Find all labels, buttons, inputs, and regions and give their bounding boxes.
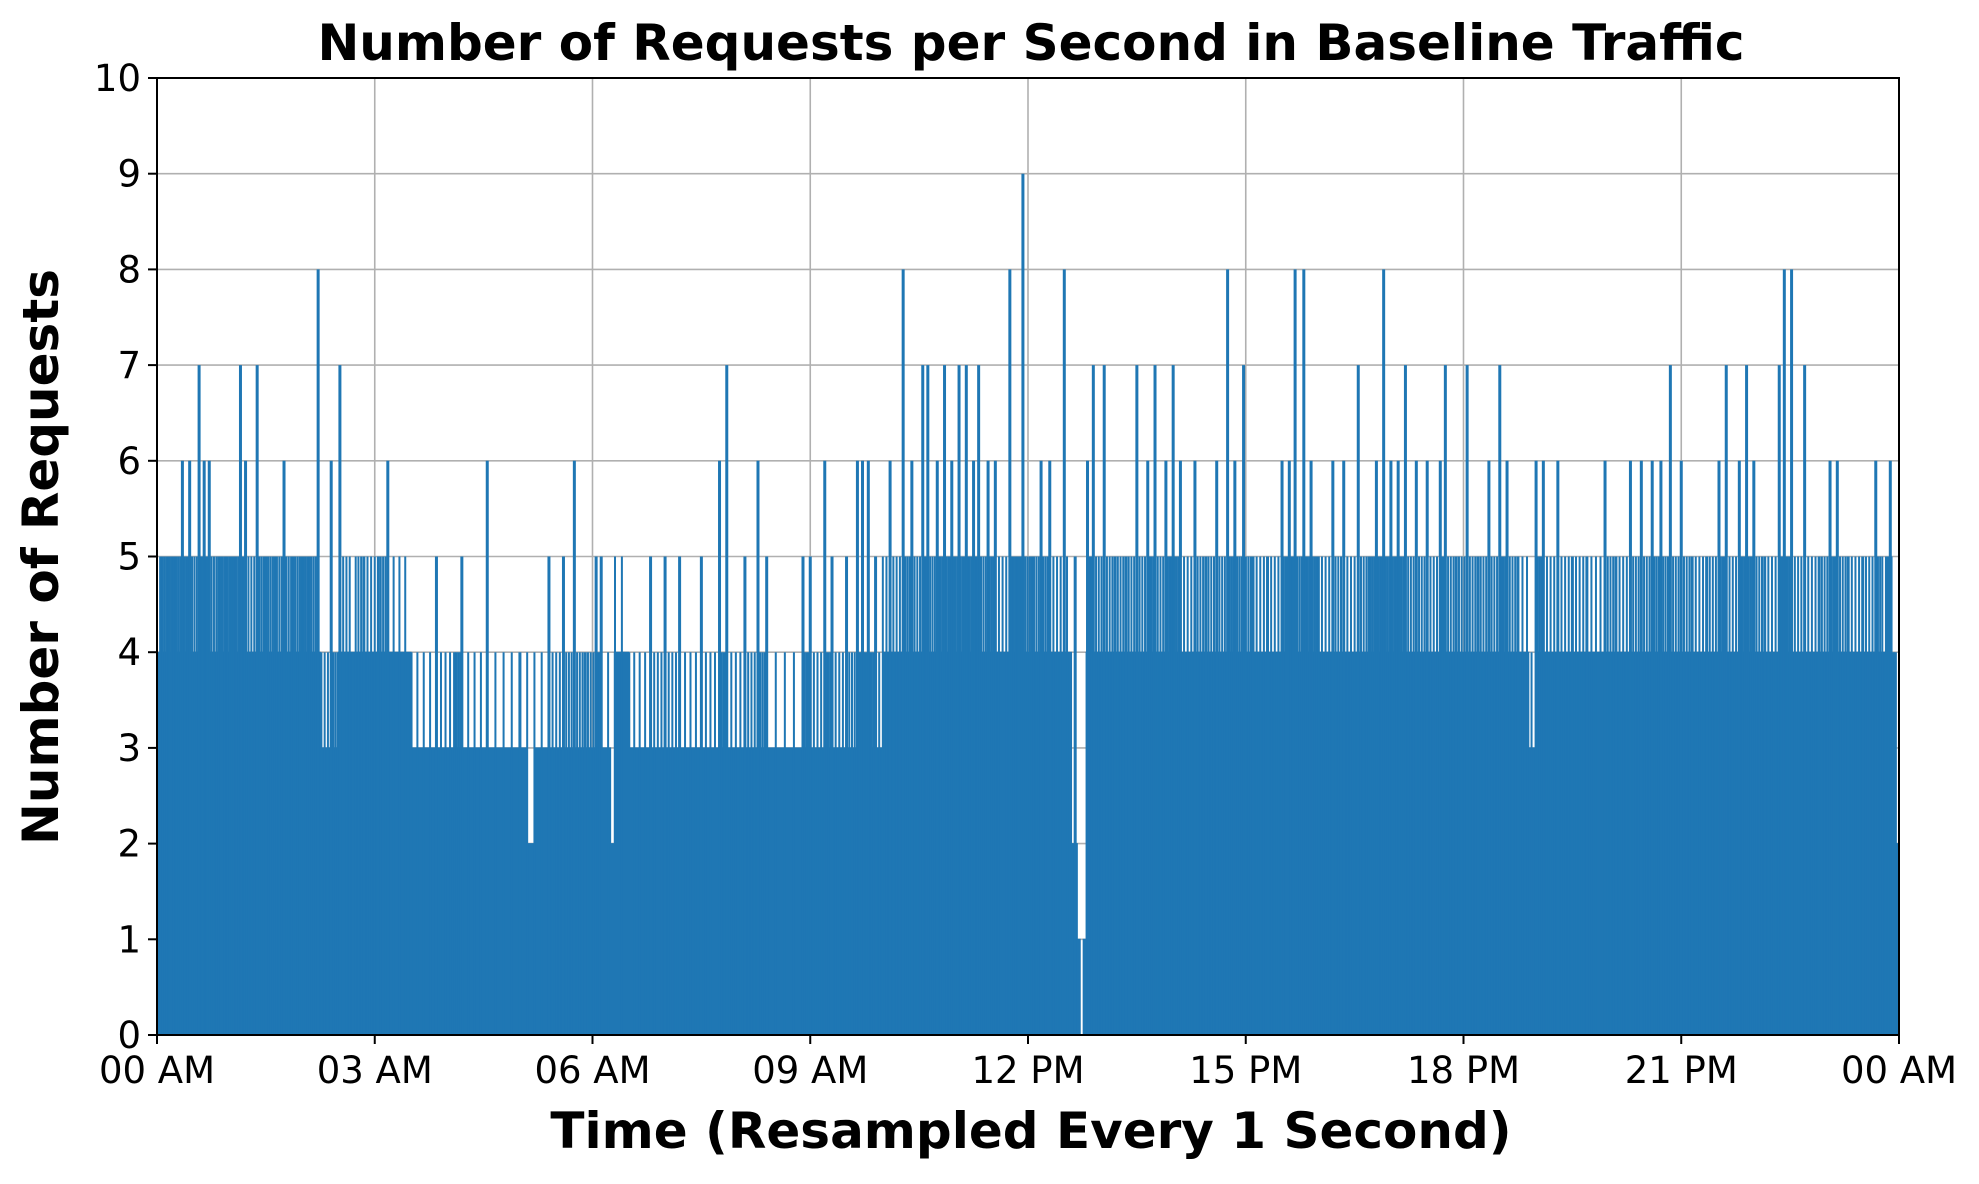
y-tick-label: 8 — [117, 248, 141, 291]
x-tick-label: 12 PM — [971, 1049, 1084, 1092]
y-tick-label: 7 — [117, 344, 141, 387]
x-tick-label: 00 AM — [1841, 1049, 1957, 1092]
x-tick-label: 06 AM — [534, 1049, 650, 1092]
y-tick-label: 3 — [117, 727, 141, 770]
y-tick-label: 10 — [94, 57, 141, 100]
y-tick-label: 6 — [117, 440, 141, 483]
plot-area — [156, 173, 1900, 1036]
y-tick-label: 2 — [117, 823, 141, 866]
x-tick-label: 09 AM — [752, 1049, 868, 1092]
y-tick-label: 9 — [117, 153, 141, 196]
x-tick-label: 21 PM — [1625, 1049, 1738, 1092]
chart-title: Number of Requests per Second in Baselin… — [317, 14, 1744, 72]
y-axis-label: Number of Requests — [12, 269, 70, 845]
y-tick-label: 0 — [117, 1014, 141, 1057]
x-tick-label: 00 AM — [99, 1049, 215, 1092]
axes: 00 AM 03 AM 06 AM 09 AM 12 PM 15 PM 18 PM 21 PM… — [94, 57, 1957, 1092]
y-tick-label: 5 — [117, 536, 141, 579]
y-tick-label: 1 — [117, 918, 141, 961]
x-tick-label: 03 AM — [317, 1049, 433, 1092]
x-tick-label: 15 PM — [1189, 1049, 1302, 1092]
x-axis-label: Time (Resampled Every 1 Second) — [550, 1102, 1511, 1160]
x-tick-label: 18 PM — [1407, 1049, 1520, 1092]
y-tick-label: 4 — [117, 631, 141, 674]
